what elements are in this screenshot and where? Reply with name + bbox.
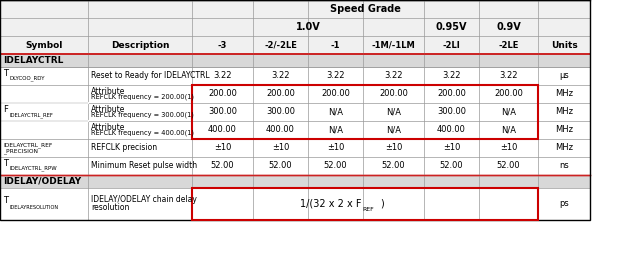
Text: IDELAYCTRL_RPW: IDELAYCTRL_RPW xyxy=(9,166,57,171)
Text: μs: μs xyxy=(559,71,569,81)
Bar xyxy=(0,188,590,220)
Text: 3.22: 3.22 xyxy=(384,71,403,81)
Text: IDELAY/ODELAY chain delay: IDELAY/ODELAY chain delay xyxy=(91,195,197,205)
Text: 1.0V: 1.0V xyxy=(296,22,321,32)
Text: 52.00: 52.00 xyxy=(440,161,463,171)
Text: Description: Description xyxy=(111,41,169,49)
Text: MHz: MHz xyxy=(555,126,573,134)
Bar xyxy=(0,175,590,188)
Text: 3.22: 3.22 xyxy=(271,71,290,81)
Text: IDELAYCTRL_REF: IDELAYCTRL_REF xyxy=(3,142,52,148)
Text: N/A: N/A xyxy=(501,107,516,116)
Text: 200.00: 200.00 xyxy=(437,89,466,99)
Text: 0.9V: 0.9V xyxy=(496,22,521,32)
Text: ±10: ±10 xyxy=(327,144,344,153)
Text: Units: Units xyxy=(550,41,577,49)
Text: ±10: ±10 xyxy=(500,144,517,153)
Text: resolution: resolution xyxy=(91,203,129,213)
Text: Speed Grade: Speed Grade xyxy=(330,4,401,14)
Text: DLYCOO_RDY: DLYCOO_RDY xyxy=(9,76,45,81)
Text: 3.22: 3.22 xyxy=(499,71,518,81)
Text: ±10: ±10 xyxy=(272,144,289,153)
Text: -1M/-1LM: -1M/-1LM xyxy=(372,41,415,49)
Text: _PRECISION: _PRECISION xyxy=(3,148,38,154)
Bar xyxy=(0,67,590,85)
Text: REF: REF xyxy=(362,207,374,212)
Text: 300.00: 300.00 xyxy=(208,107,237,116)
Text: T: T xyxy=(3,69,8,78)
Text: 1/(32 x 2 x F: 1/(32 x 2 x F xyxy=(301,199,362,209)
Bar xyxy=(0,103,590,121)
Text: IDELAY/ODELAY: IDELAY/ODELAY xyxy=(3,177,81,186)
Text: 200.00: 200.00 xyxy=(266,89,295,99)
Text: 0.95V: 0.95V xyxy=(436,22,467,32)
Text: ±10: ±10 xyxy=(443,144,460,153)
Text: REFCLK frequency = 200.00(1): REFCLK frequency = 200.00(1) xyxy=(91,94,194,100)
Bar xyxy=(0,85,590,103)
Text: 200.00: 200.00 xyxy=(494,89,523,99)
Text: IDELAYCTRL: IDELAYCTRL xyxy=(3,56,63,65)
Text: 52.00: 52.00 xyxy=(269,161,292,171)
Text: N/A: N/A xyxy=(386,126,401,134)
Text: -2LI: -2LI xyxy=(443,41,460,49)
Text: Attribute: Attribute xyxy=(91,105,125,113)
Bar xyxy=(0,121,590,139)
Bar xyxy=(0,0,590,18)
Bar xyxy=(192,85,538,139)
Text: N/A: N/A xyxy=(328,126,343,134)
Bar xyxy=(0,157,590,175)
Text: Reset to Ready for IDELAYCTRL: Reset to Ready for IDELAYCTRL xyxy=(91,71,210,81)
Text: 52.00: 52.00 xyxy=(324,161,348,171)
Text: 200.00: 200.00 xyxy=(321,89,350,99)
Text: N/A: N/A xyxy=(328,107,343,116)
Text: -3: -3 xyxy=(218,41,227,49)
Text: REFCLK precision: REFCLK precision xyxy=(91,144,157,153)
Bar xyxy=(0,0,590,220)
Text: ±10: ±10 xyxy=(214,144,231,153)
Text: IDELAYCTRL_REF: IDELAYCTRL_REF xyxy=(9,112,53,118)
Text: 3.22: 3.22 xyxy=(213,71,232,81)
Text: -1: -1 xyxy=(331,41,340,49)
Bar xyxy=(0,36,590,54)
Text: F: F xyxy=(3,105,8,113)
Text: T: T xyxy=(3,159,8,168)
Text: Symbol: Symbol xyxy=(26,41,63,49)
Text: 400.00: 400.00 xyxy=(208,126,237,134)
Text: Attribute: Attribute xyxy=(91,123,125,131)
Text: Attribute: Attribute xyxy=(91,86,125,95)
Text: -2LE: -2LE xyxy=(499,41,518,49)
Text: MHz: MHz xyxy=(555,89,573,99)
Text: 400.00: 400.00 xyxy=(437,126,466,134)
Text: REFCLK frequency = 300.00(1): REFCLK frequency = 300.00(1) xyxy=(91,112,194,118)
Text: T: T xyxy=(3,196,8,205)
Text: 3.22: 3.22 xyxy=(326,71,345,81)
Text: ns: ns xyxy=(559,161,569,171)
Text: MHz: MHz xyxy=(555,144,573,153)
Text: 200.00: 200.00 xyxy=(379,89,408,99)
Text: 52.00: 52.00 xyxy=(211,161,234,171)
Text: -2/-2LE: -2/-2LE xyxy=(264,41,297,49)
Bar xyxy=(0,18,590,36)
Text: ±10: ±10 xyxy=(385,144,402,153)
Text: N/A: N/A xyxy=(501,126,516,134)
Text: IDELAYRESOLUTION: IDELAYRESOLUTION xyxy=(9,205,58,210)
Text: 52.00: 52.00 xyxy=(381,161,405,171)
Text: ps: ps xyxy=(559,200,569,208)
Bar xyxy=(0,139,590,157)
Bar xyxy=(0,54,590,67)
Text: N/A: N/A xyxy=(386,107,401,116)
Text: REFCLK frequency = 400.00(1): REFCLK frequency = 400.00(1) xyxy=(91,130,194,136)
Bar xyxy=(192,188,538,220)
Text: 3.22: 3.22 xyxy=(442,71,461,81)
Text: Minimum Reset pulse width: Minimum Reset pulse width xyxy=(91,161,197,171)
Text: 400.00: 400.00 xyxy=(266,126,295,134)
Text: 300.00: 300.00 xyxy=(266,107,295,116)
Text: 200.00: 200.00 xyxy=(208,89,237,99)
Text: MHz: MHz xyxy=(555,107,573,116)
Text: 52.00: 52.00 xyxy=(497,161,520,171)
Text: ): ) xyxy=(380,199,384,209)
Text: 300.00: 300.00 xyxy=(437,107,466,116)
